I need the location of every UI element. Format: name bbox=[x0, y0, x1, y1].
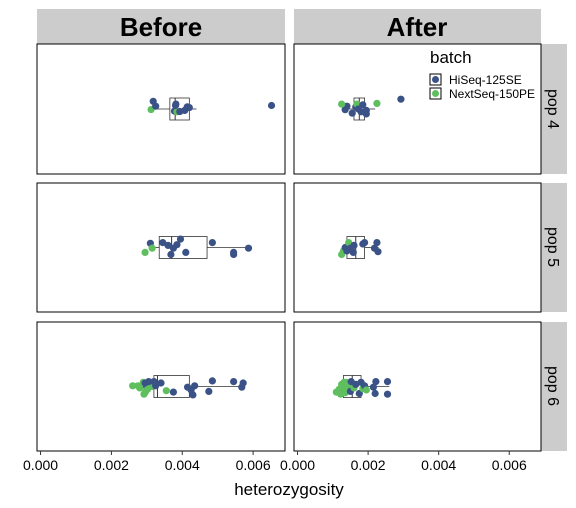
data-point bbox=[349, 248, 357, 256]
data-point bbox=[362, 386, 370, 394]
data-point bbox=[267, 101, 276, 110]
data-point bbox=[360, 239, 369, 247]
data-point bbox=[169, 388, 177, 396]
data-point bbox=[362, 110, 370, 118]
data-point bbox=[205, 387, 213, 395]
data-point bbox=[167, 250, 175, 259]
panel-after-pop6 bbox=[293, 321, 542, 452]
data-point bbox=[173, 241, 181, 249]
data-point bbox=[383, 390, 392, 398]
panel-marks-1 bbox=[338, 95, 405, 121]
strip-before-label: Before bbox=[120, 12, 202, 42]
panel-marks-2 bbox=[141, 235, 253, 259]
data-point bbox=[244, 244, 253, 252]
data-point bbox=[348, 109, 356, 117]
data-point bbox=[141, 248, 149, 256]
x-tick-label: 0.002 bbox=[94, 457, 129, 473]
strip-pop5 bbox=[541, 183, 567, 312]
panel-after-pop5 bbox=[293, 182, 542, 313]
x-tick-label: 0.000 bbox=[280, 457, 315, 473]
data-point bbox=[383, 378, 392, 386]
data-point bbox=[176, 235, 185, 243]
data-point bbox=[152, 382, 160, 390]
data-point bbox=[230, 378, 238, 386]
x-tick-label: 0.004 bbox=[421, 457, 456, 473]
data-point bbox=[208, 239, 216, 247]
data-point bbox=[373, 99, 381, 107]
x-tick-label: 0.000 bbox=[23, 457, 58, 473]
data-point bbox=[185, 104, 193, 112]
strip-after-label: After bbox=[387, 12, 448, 42]
data-point bbox=[374, 248, 382, 256]
data-point bbox=[145, 378, 153, 386]
data-point bbox=[239, 379, 247, 387]
x-axis-title: heterozygosity bbox=[234, 480, 344, 499]
x-tick-label: 0.004 bbox=[165, 457, 200, 473]
legend-title: batch bbox=[430, 48, 472, 67]
legend-dot-hiseq bbox=[432, 76, 439, 83]
data-point bbox=[159, 239, 167, 247]
boxplot-box bbox=[158, 236, 208, 259]
data-point bbox=[148, 244, 156, 252]
panel-marks-5 bbox=[332, 375, 392, 398]
legend-dot-nextseq bbox=[432, 90, 439, 97]
legend-label-hiseq: HiSeq-125SE bbox=[449, 73, 522, 87]
data-point bbox=[230, 248, 238, 256]
data-point bbox=[162, 387, 170, 395]
data-point bbox=[136, 384, 144, 392]
chart-marks bbox=[129, 95, 405, 399]
data-point bbox=[373, 239, 381, 247]
panel-marks-0 bbox=[147, 97, 276, 121]
strip-before bbox=[37, 9, 285, 44]
x-tick-label: 0.002 bbox=[351, 457, 386, 473]
data-point bbox=[397, 95, 405, 103]
panel-marks-3 bbox=[338, 236, 382, 259]
x-axis-ticks: 0.000 0.002 0.004 0.006 0.000 0.002 0.004 0.006 bbox=[23, 451, 527, 473]
data-point bbox=[149, 97, 157, 105]
data-point bbox=[338, 100, 346, 108]
data-point bbox=[172, 100, 180, 108]
strip-pop4-label: pop 4 bbox=[544, 89, 561, 129]
data-point bbox=[129, 382, 137, 390]
panel-marks-4 bbox=[129, 375, 247, 399]
x-tick-label: 0.006 bbox=[492, 457, 527, 473]
strip-pop4 bbox=[541, 44, 567, 174]
strip-pop6 bbox=[541, 322, 567, 451]
data-point bbox=[191, 382, 199, 390]
data-point bbox=[372, 378, 380, 386]
panel-after-pop4 bbox=[293, 43, 542, 175]
data-point bbox=[164, 241, 172, 249]
data-point bbox=[369, 383, 377, 391]
data-point bbox=[350, 241, 358, 249]
strip-pop5-label: pop 5 bbox=[544, 227, 561, 267]
data-point bbox=[345, 239, 353, 247]
legend: batch HiSeq-125SE NextSeq-150PE bbox=[429, 48, 535, 101]
data-point bbox=[157, 379, 165, 387]
strip-pop6-label: pop 6 bbox=[544, 366, 561, 406]
strip-after bbox=[294, 9, 541, 44]
legend-label-nextseq: NextSeq-150PE bbox=[449, 87, 535, 101]
data-point bbox=[189, 391, 197, 399]
x-tick-label: 0.006 bbox=[236, 457, 271, 473]
data-point bbox=[208, 377, 216, 385]
data-point bbox=[359, 101, 367, 109]
data-point bbox=[182, 248, 190, 256]
data-point bbox=[371, 389, 379, 398]
